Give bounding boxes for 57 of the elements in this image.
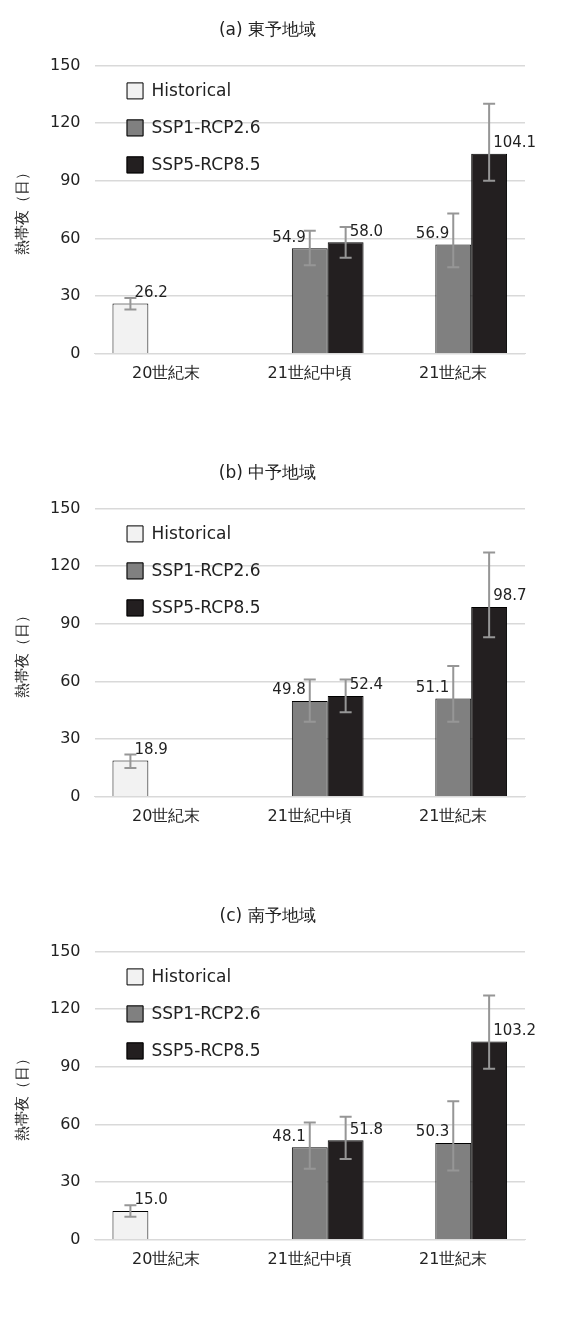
data-label: 103.2	[493, 1020, 537, 1039]
x-tick-label: 21世紀末	[419, 362, 488, 382]
data-label: 26.2	[134, 282, 168, 301]
data-label: 48.1	[272, 1126, 306, 1145]
y-tick-label: 90	[60, 1055, 81, 1075]
y-axis-title: 熱帯夜（日）	[12, 1050, 31, 1141]
y-tick-label: 0	[70, 342, 81, 362]
x-tick-label: 21世紀末	[419, 805, 488, 825]
data-label: 54.9	[272, 227, 306, 246]
y-tick-label: 0	[70, 785, 81, 805]
data-label: 18.9	[134, 739, 168, 758]
data-label: 50.3	[415, 1122, 450, 1141]
chart-title: (a) 東予地域	[218, 18, 317, 39]
data-label: 98.7	[493, 586, 527, 605]
y-axis-title: 熱帯夜（日）	[12, 607, 31, 698]
legend-label: Historical	[151, 79, 232, 100]
data-label: 49.8	[272, 680, 306, 699]
y-tick-label: 150	[49, 940, 81, 960]
data-label: 51.1	[415, 677, 450, 696]
x-tick-label: 20世紀末	[132, 1248, 201, 1268]
x-tick-label: 21世紀中頃	[267, 362, 352, 382]
data-label: 52.4	[349, 675, 384, 694]
y-tick-label: 30	[60, 1171, 81, 1191]
x-tick-label: 20世紀末	[132, 805, 201, 825]
y-tick-label: 0	[70, 1228, 81, 1248]
legend-label: SSP1-RCP2.6	[151, 1002, 261, 1023]
legend-label: Historical	[151, 965, 232, 986]
x-tick-label: 20世紀末	[132, 362, 201, 382]
data-label: 104.1	[493, 133, 537, 152]
y-tick-label: 30	[60, 285, 81, 305]
legend-label: SSP5-RCP8.5	[151, 596, 261, 617]
y-tick-label: 150	[49, 497, 81, 517]
y-tick-label: 60	[60, 670, 81, 690]
data-label: 56.9	[415, 223, 450, 242]
y-tick-label: 30	[60, 728, 81, 748]
legend-label: SSP5-RCP8.5	[151, 153, 261, 174]
legend-label: SSP1-RCP2.6	[151, 116, 261, 137]
data-label: 58.0	[349, 221, 384, 240]
chart-title: (c) 南予地域	[219, 904, 316, 925]
y-tick-label: 90	[60, 169, 81, 189]
x-tick-label: 21世紀中頃	[267, 1248, 352, 1268]
y-axis-title: 熱帯夜（日）	[12, 164, 31, 255]
chart-title: (b) 中予地域	[218, 461, 317, 482]
x-tick-label: 21世紀中頃	[267, 805, 352, 825]
y-tick-label: 120	[49, 998, 81, 1018]
x-tick-label: 21世紀末	[419, 1248, 488, 1268]
legend-label: Historical	[151, 522, 232, 543]
y-tick-label: 60	[60, 1113, 81, 1133]
legend-label: SSP5-RCP8.5	[151, 1039, 261, 1060]
data-label: 51.8	[349, 1119, 384, 1138]
y-tick-label: 90	[60, 612, 81, 632]
y-tick-label: 60	[60, 227, 81, 247]
y-tick-label: 120	[49, 112, 81, 132]
legend-label: SSP1-RCP2.6	[151, 559, 261, 580]
y-tick-label: 120	[49, 555, 81, 575]
data-label: 15.0	[134, 1190, 168, 1209]
y-tick-label: 150	[49, 54, 81, 74]
